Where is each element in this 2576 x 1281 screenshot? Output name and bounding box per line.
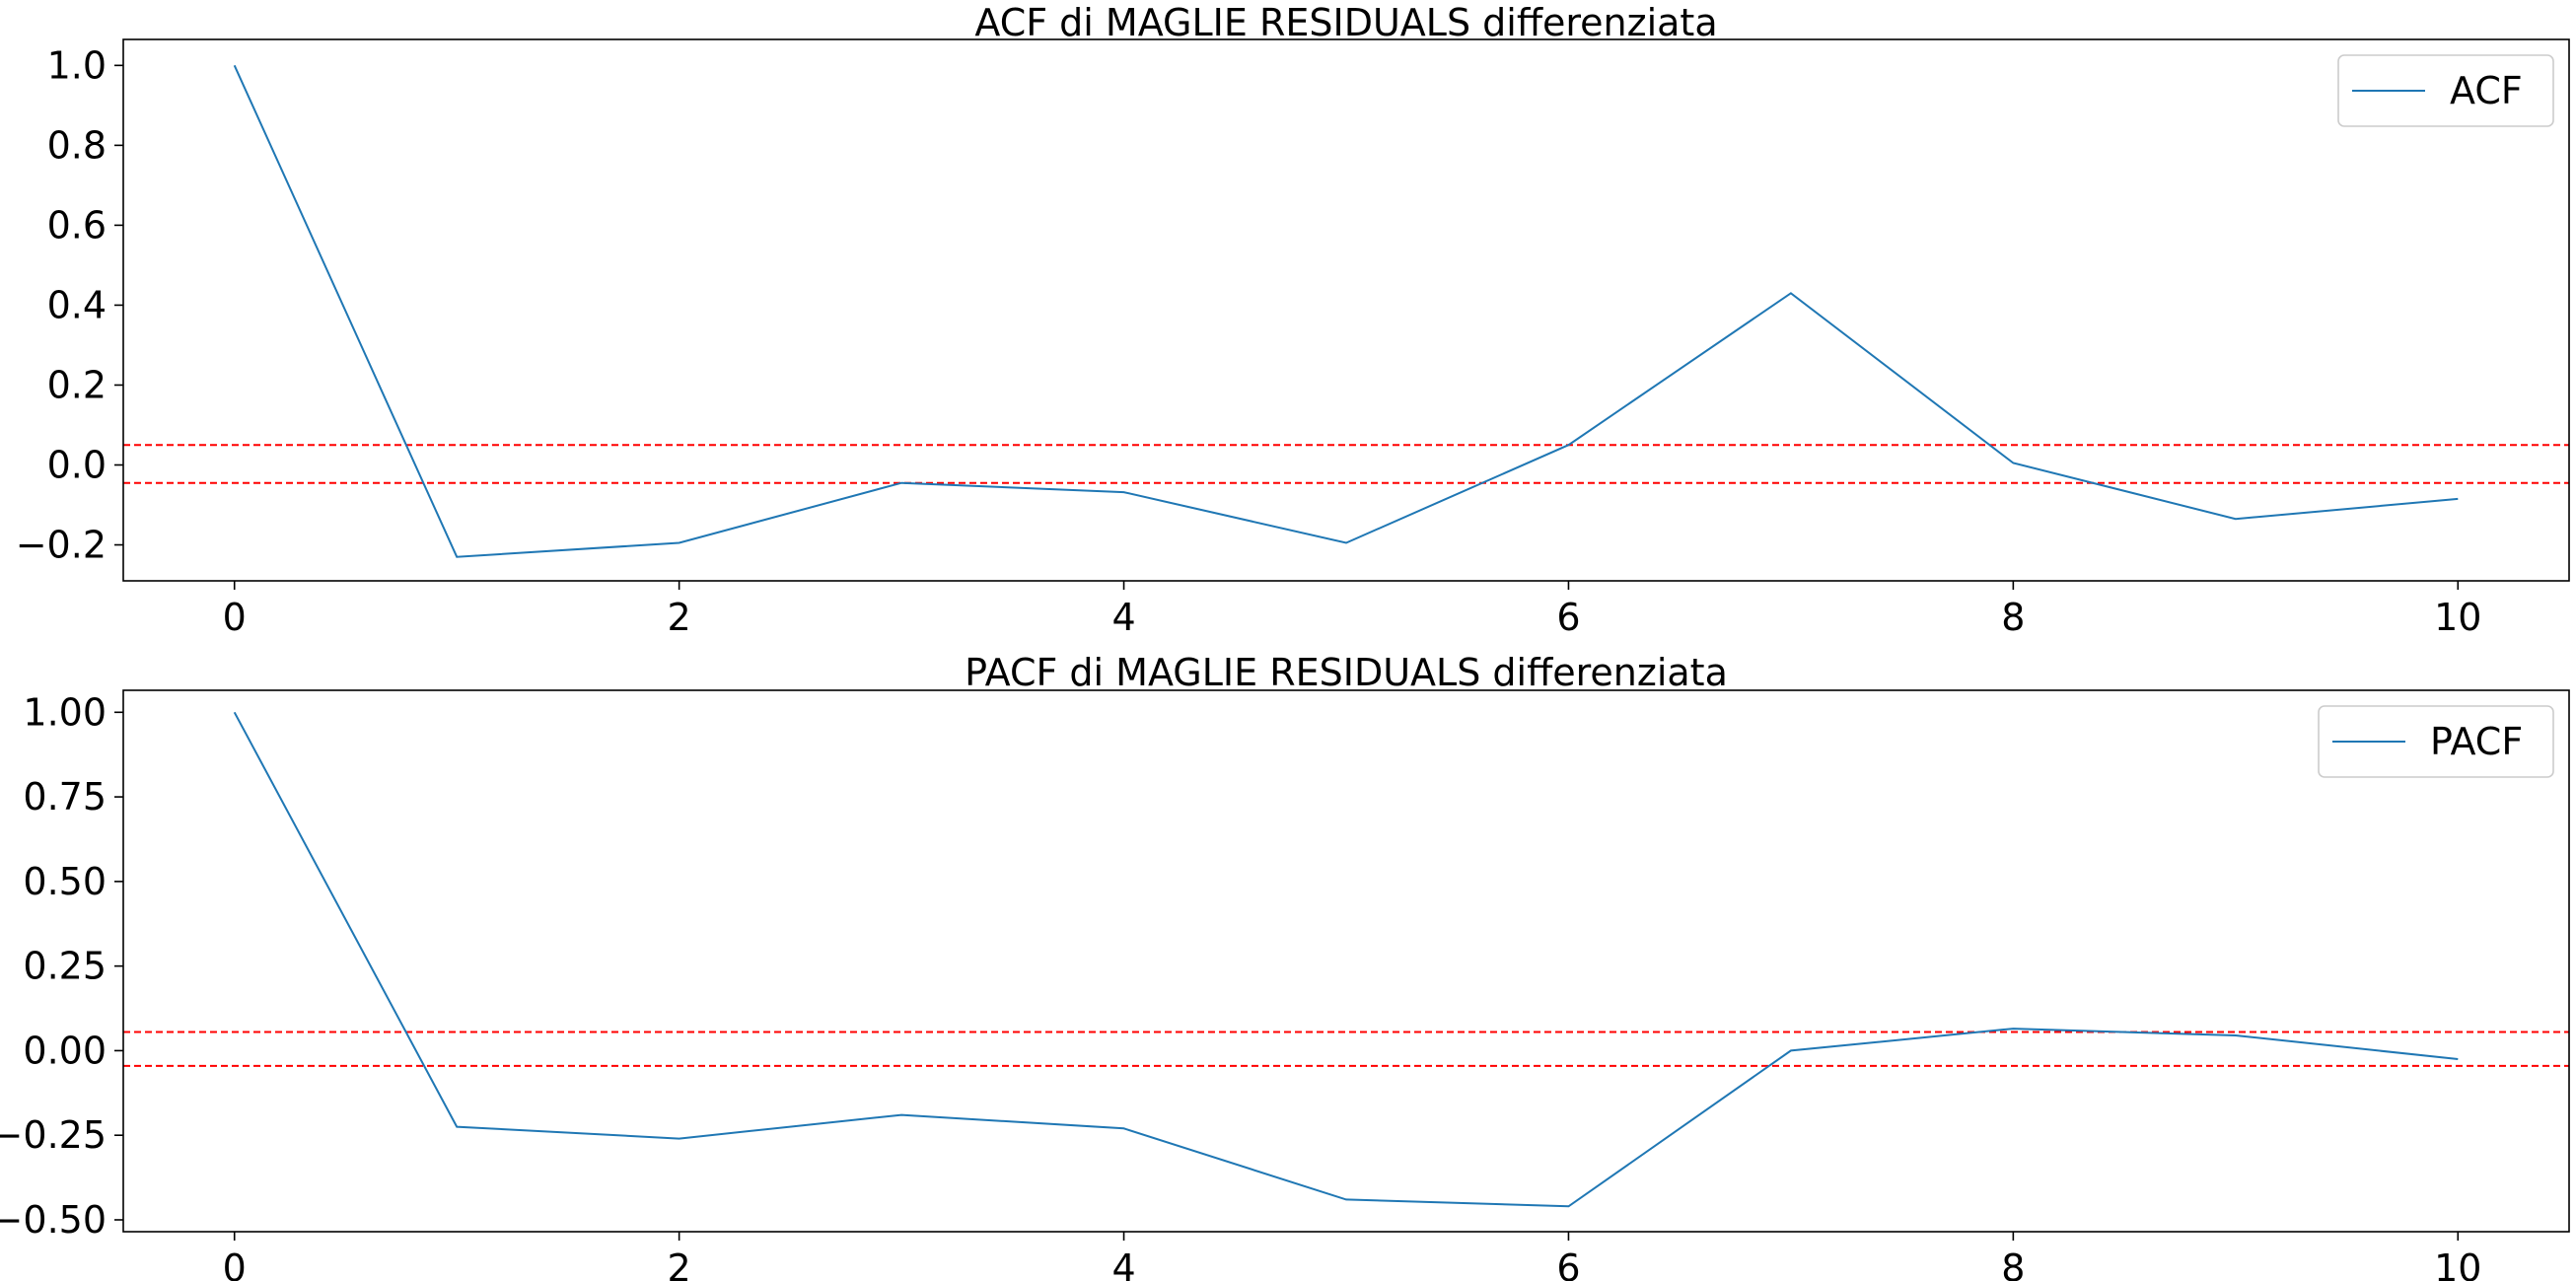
- pacf-x-tick-label: 2: [668, 1246, 691, 1281]
- pacf-y-tick-label: 1.00: [23, 690, 107, 734]
- acf-y-tick-label: 1.0: [47, 43, 107, 87]
- acf-chart-title: ACF di MAGLIE RESIDUALS differenziata: [974, 1, 1717, 44]
- acf-y-tick-label: 0.4: [47, 283, 107, 326]
- acf-x-tick-label: 8: [2001, 596, 2025, 639]
- acf-plot-frame: [122, 38, 2570, 582]
- pacf-chart: PACF di MAGLIE RESIDUALS differenziata 0 2…: [0, 651, 2570, 1281]
- pacf-y-tick-label: 0.75: [23, 775, 107, 818]
- acf-x-tick-label: 4: [1111, 596, 1135, 639]
- pacf-y-tick-label: 0.50: [23, 860, 107, 903]
- pacf-plot-frame: [122, 689, 2570, 1233]
- pacf-x-tick-label: 10: [2434, 1246, 2481, 1281]
- pacf-x-tick-label: 4: [1111, 1246, 1135, 1281]
- acf-legend: ACF: [2337, 54, 2554, 127]
- acf-x-tick-label: 0: [223, 596, 247, 639]
- pacf-chart-title: PACF di MAGLIE RESIDUALS differenziata: [965, 651, 1728, 694]
- acf-y-tick-label: 0.2: [47, 363, 107, 406]
- acf-x-tick-label: 6: [1556, 596, 1580, 639]
- acf-series-line: [233, 64, 2459, 558]
- acf-y-tick-label: 0.6: [47, 203, 107, 247]
- pacf-y-tick-label: −0.50: [0, 1198, 107, 1242]
- pacf-x-tick-label: 8: [2001, 1246, 2025, 1281]
- pacf-x-tick-label: 0: [223, 1246, 247, 1281]
- acf-y-tick-label: 0.8: [47, 123, 107, 167]
- acf-legend-box: [2337, 54, 2554, 127]
- pacf-y-tick-label: −0.25: [0, 1113, 107, 1157]
- pacf-y-tick-label: 0.25: [23, 945, 107, 988]
- acf-chart: ACF di MAGLIE RESIDUALS differenziata 0 2 4…: [16, 1, 2570, 639]
- pacf-x-tick-label: 6: [1556, 1246, 1580, 1281]
- pacf-y-tick-label: 0.00: [23, 1029, 107, 1072]
- acf-legend-label: ACF: [2450, 69, 2523, 112]
- pacf-series-line: [233, 711, 2459, 1208]
- acf-x-tick-label: 10: [2434, 596, 2481, 639]
- acf-y-tick-label: −0.2: [16, 524, 107, 567]
- pacf-legend-box: [2318, 705, 2554, 778]
- pacf-legend-label: PACF: [2430, 720, 2523, 763]
- acf-y-tick-label: 0.0: [47, 444, 107, 487]
- pacf-legend: PACF: [2318, 705, 2554, 778]
- acf-x-tick-label: 2: [668, 596, 691, 639]
